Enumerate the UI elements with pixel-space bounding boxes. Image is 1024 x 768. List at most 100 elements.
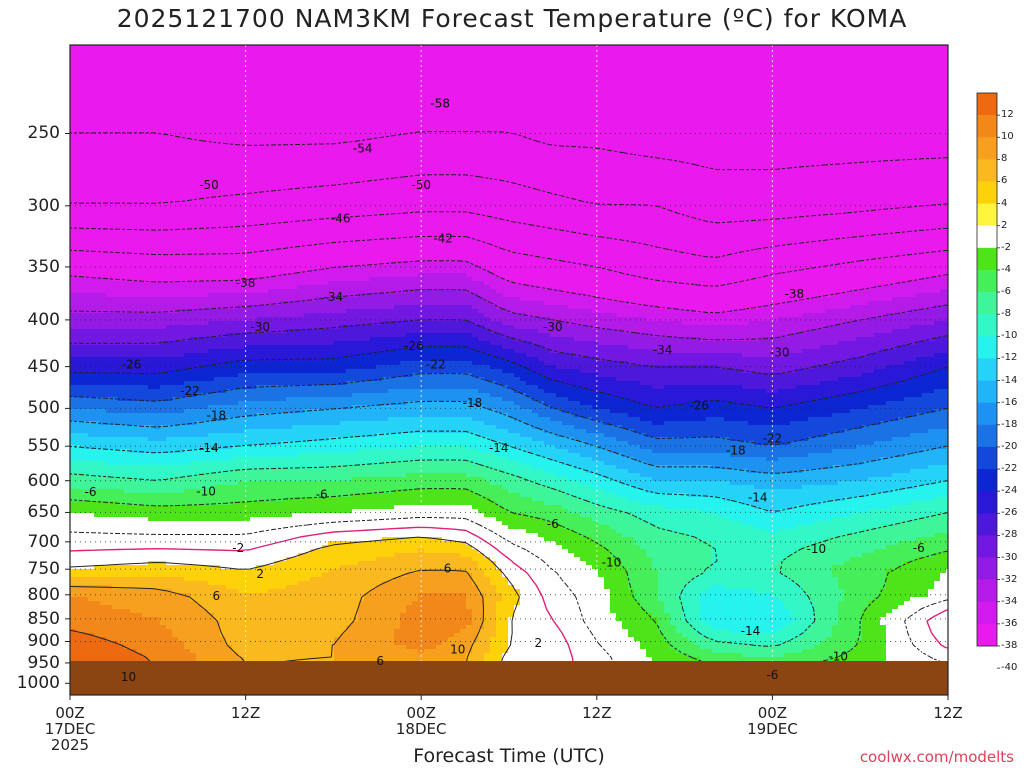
field-cell bbox=[910, 125, 917, 130]
field-cell bbox=[232, 109, 239, 114]
field-cell bbox=[748, 109, 755, 114]
field-cell bbox=[262, 73, 269, 78]
field-cell bbox=[460, 153, 467, 158]
field-cell bbox=[244, 81, 251, 86]
field-cell bbox=[616, 177, 623, 182]
field-cell bbox=[712, 153, 719, 158]
field-cell bbox=[736, 157, 743, 162]
field-cell bbox=[160, 57, 167, 62]
field-cell bbox=[526, 53, 533, 58]
field-cell bbox=[244, 49, 251, 54]
field-cell bbox=[664, 165, 671, 170]
field-cell bbox=[688, 49, 695, 54]
field-cell bbox=[550, 177, 557, 182]
field-cell bbox=[124, 173, 131, 178]
field-cell bbox=[142, 89, 149, 94]
field-cell bbox=[406, 61, 413, 66]
field-cell bbox=[190, 93, 197, 98]
field-cell bbox=[118, 141, 125, 146]
field-cell bbox=[334, 149, 341, 154]
field-cell bbox=[250, 157, 257, 162]
field-cell bbox=[340, 89, 347, 94]
field-cell bbox=[508, 61, 515, 66]
field-cell bbox=[760, 137, 767, 142]
field-cell bbox=[442, 77, 449, 82]
field-cell bbox=[328, 49, 335, 54]
field-cell bbox=[556, 149, 563, 154]
field-cell bbox=[316, 157, 323, 162]
field-cell bbox=[688, 153, 695, 158]
field-cell bbox=[118, 133, 125, 138]
field-cell bbox=[742, 105, 749, 110]
field-cell bbox=[754, 105, 761, 110]
field-cell bbox=[718, 57, 725, 62]
field-cell bbox=[706, 45, 713, 50]
field-cell bbox=[658, 177, 665, 182]
field-cell bbox=[250, 153, 257, 158]
field-cell bbox=[610, 65, 617, 70]
field-cell bbox=[142, 49, 149, 54]
field-cell bbox=[202, 129, 209, 134]
field-cell bbox=[502, 57, 509, 62]
field-cell bbox=[286, 169, 293, 174]
field-cell bbox=[724, 69, 731, 74]
field-cell bbox=[610, 137, 617, 142]
field-cell bbox=[334, 61, 341, 66]
field-cell bbox=[184, 45, 191, 50]
field-cell bbox=[256, 109, 263, 114]
field-cell bbox=[778, 161, 785, 166]
field-cell bbox=[880, 109, 887, 114]
field-cell bbox=[472, 65, 479, 70]
field-cell bbox=[598, 173, 605, 178]
field-cell bbox=[814, 105, 821, 110]
field-cell bbox=[724, 161, 731, 166]
field-cell bbox=[688, 117, 695, 122]
field-cell bbox=[940, 81, 947, 86]
field-cell bbox=[112, 117, 119, 122]
field-cell bbox=[856, 145, 863, 150]
field-cell bbox=[604, 141, 611, 146]
field-cell bbox=[196, 105, 203, 110]
field-cell bbox=[166, 57, 173, 62]
field-cell bbox=[562, 65, 569, 70]
field-cell bbox=[586, 45, 593, 50]
field-cell bbox=[784, 69, 791, 74]
field-cell bbox=[562, 105, 569, 110]
field-cell bbox=[358, 97, 365, 102]
field-cell bbox=[928, 177, 935, 182]
field-cell bbox=[460, 81, 467, 86]
field-cell bbox=[652, 121, 659, 126]
field-cell bbox=[244, 61, 251, 66]
field-cell bbox=[124, 45, 131, 50]
field-cell bbox=[340, 149, 347, 154]
field-cell bbox=[70, 69, 77, 74]
field-cell bbox=[316, 153, 323, 158]
field-cell bbox=[334, 101, 341, 106]
field-cell bbox=[808, 173, 815, 178]
field-cell bbox=[370, 57, 377, 62]
field-cell bbox=[592, 109, 599, 114]
field-cell bbox=[844, 173, 851, 178]
field-cell bbox=[256, 65, 263, 70]
field-cell bbox=[226, 93, 233, 98]
field-cell bbox=[796, 89, 803, 94]
field-cell bbox=[262, 45, 269, 50]
field-cell bbox=[316, 145, 323, 150]
field-cell bbox=[358, 49, 365, 54]
field-cell bbox=[76, 49, 83, 54]
field-cell bbox=[484, 45, 491, 50]
field-cell bbox=[442, 141, 449, 146]
field-cell bbox=[334, 45, 341, 50]
field-cell bbox=[550, 65, 557, 70]
field-cell bbox=[412, 165, 419, 170]
field-cell bbox=[124, 85, 131, 90]
field-cell bbox=[376, 105, 383, 110]
field-cell bbox=[196, 61, 203, 66]
field-cell bbox=[796, 73, 803, 78]
field-cell bbox=[586, 93, 593, 98]
field-cell bbox=[106, 93, 113, 98]
field-cell bbox=[844, 129, 851, 134]
field-cell bbox=[250, 129, 257, 134]
field-cell bbox=[682, 69, 689, 74]
field-cell bbox=[646, 45, 653, 50]
